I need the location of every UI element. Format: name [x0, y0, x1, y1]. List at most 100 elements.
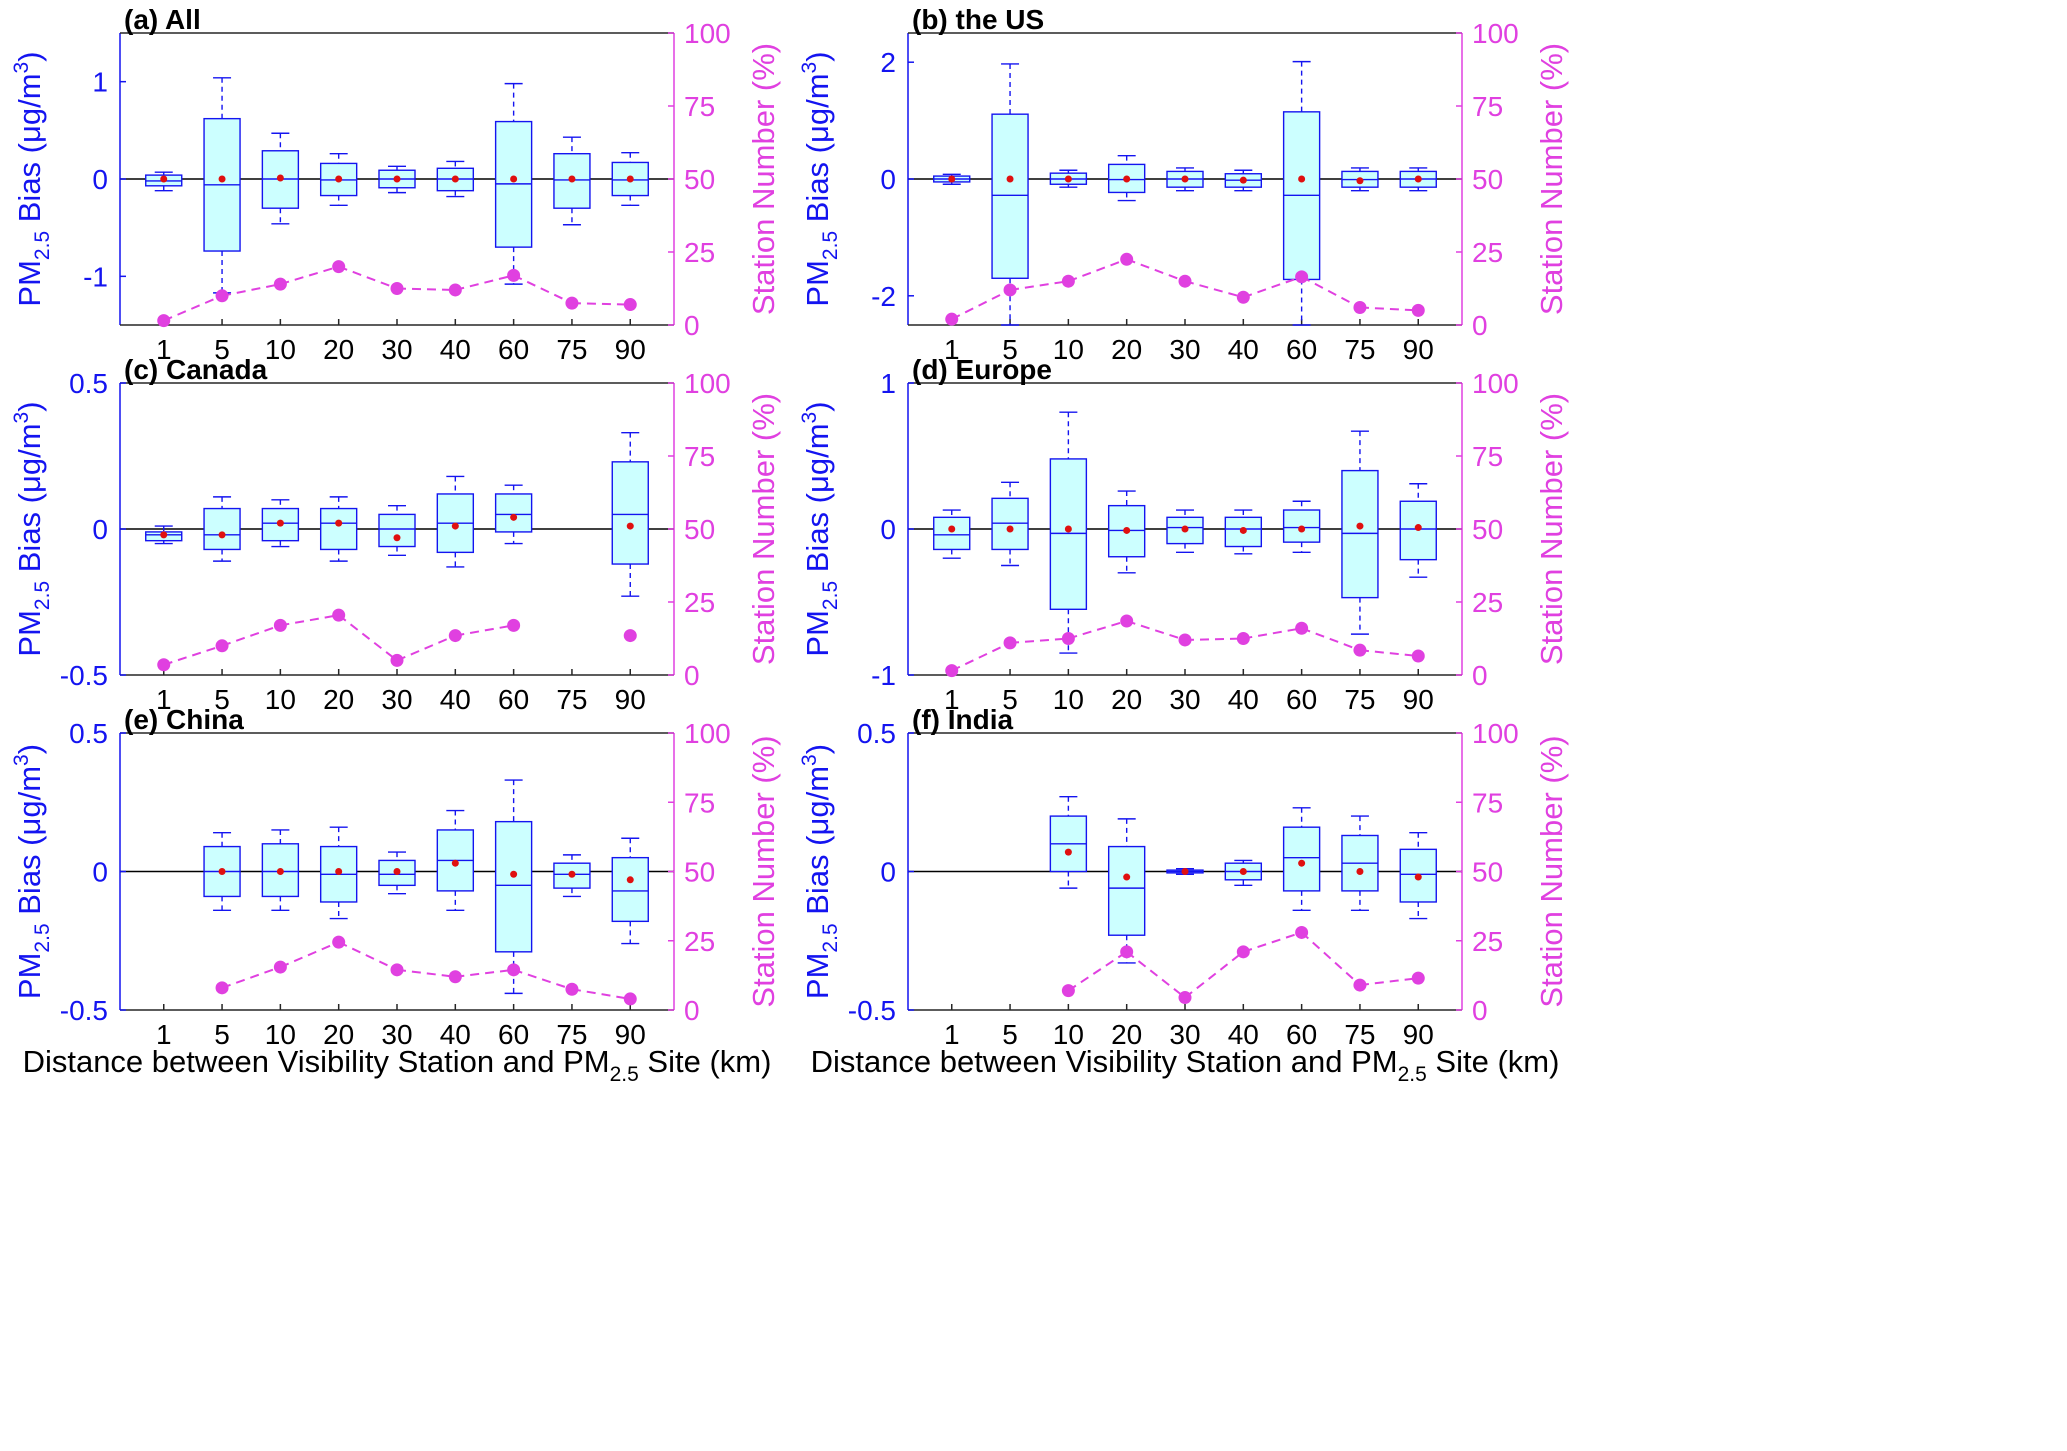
x-tick-label: 20 [323, 334, 354, 365]
box-iqr [203, 507, 241, 551]
box-iqr [319, 507, 358, 551]
station-point [1353, 643, 1367, 657]
box-60 [1282, 500, 1321, 554]
x-tick-label: 10 [1053, 334, 1084, 365]
label-part: 2.5 [819, 923, 842, 952]
x-tick-label: 5 [214, 684, 230, 715]
x-tick-label: 30 [1169, 334, 1200, 365]
label-part: ) [12, 51, 47, 61]
station-point [623, 992, 637, 1006]
right-tick-label: 25 [1472, 237, 1503, 268]
box-iqr [494, 493, 533, 533]
mean-dot [1006, 525, 1014, 533]
x-tick-label: 30 [381, 1019, 412, 1050]
right-y-label: Station Number (%) [1534, 43, 1569, 315]
mean-dot [1181, 525, 1189, 533]
box-40 [1224, 859, 1263, 887]
station-point [1120, 945, 1134, 959]
box-iqr [1107, 845, 1146, 936]
mean-dot [1239, 526, 1247, 534]
mean-dot [1356, 868, 1364, 875]
right-tick-label: 100 [1472, 18, 1519, 49]
x-tick-label: 90 [615, 334, 646, 365]
label-part: ) [800, 401, 835, 411]
station-line-segment [1359, 977, 1419, 987]
right-tick-label: 25 [684, 926, 715, 957]
station-line-segment [513, 274, 573, 305]
label-part: PM [800, 610, 835, 657]
box-5 [991, 63, 1029, 326]
x-tick-label: 60 [498, 684, 529, 715]
box-10 [1049, 796, 1088, 889]
x-tick-label: 60 [1286, 1019, 1317, 1050]
x-tick-label: 40 [440, 684, 471, 715]
mean-dot [1356, 177, 1364, 185]
mean-dot [510, 870, 518, 878]
x-tick-label: 5 [214, 334, 230, 365]
left-y-label: PM2.5 Bias (μg/m3) [798, 401, 842, 656]
station-line-segment [1243, 627, 1302, 640]
box-10 [261, 499, 300, 548]
mean-dot [1298, 525, 1306, 533]
right-tick-label: 50 [1472, 164, 1503, 195]
station-line-segment [338, 941, 398, 971]
station-point [1236, 632, 1250, 645]
mean-dot [276, 519, 284, 527]
x-tick-label: 30 [1169, 684, 1200, 715]
box-10 [1049, 411, 1088, 654]
station-point [1236, 290, 1250, 304]
station-point [273, 960, 287, 974]
label-part: Site (km) [1427, 1044, 1560, 1079]
box-75 [1341, 815, 1379, 911]
left-tick-label: 0 [880, 514, 896, 545]
mean-dot [218, 175, 226, 183]
mean-dot [568, 870, 576, 878]
mean-dot [276, 868, 284, 875]
mean-dot [510, 175, 518, 183]
station-point [1295, 925, 1309, 939]
left-tick-label: 0.5 [69, 368, 108, 399]
label-part: 2.5 [31, 923, 54, 952]
x-tick-label: 60 [1286, 684, 1317, 715]
station-line-segment [1009, 637, 1069, 644]
label-part: 3 [798, 62, 821, 74]
box-iqr [611, 461, 649, 565]
x-tick-label: 75 [556, 1019, 587, 1050]
station-point [1061, 984, 1075, 998]
station-point [1295, 621, 1309, 635]
left-tick-label: 1 [880, 368, 896, 399]
right-tick-label: 50 [684, 857, 715, 888]
label-part: 3 [10, 754, 33, 766]
station-line-segment [338, 614, 398, 662]
mean-dot [1181, 868, 1189, 875]
x-tick-label: 40 [1228, 684, 1259, 715]
label-part: Distance between Visibility Station and … [23, 1044, 610, 1079]
station-number-series [945, 614, 1425, 678]
mean-dot [1414, 873, 1422, 881]
x-tick-label: 75 [556, 684, 587, 715]
box-90 [1399, 483, 1437, 578]
mean-dot [948, 525, 956, 533]
mean-dot [1006, 175, 1014, 183]
station-point [1178, 991, 1192, 1005]
station-number-series [945, 252, 1425, 326]
x-tick-label: 5 [1002, 684, 1018, 715]
mean-dot [510, 513, 518, 521]
station-line-segment [280, 265, 339, 286]
x-tick-label: 60 [498, 1019, 529, 1050]
x-tick-label: 40 [440, 334, 471, 365]
left-tick-label: -1 [83, 261, 108, 292]
station-line-segment [1184, 951, 1244, 999]
panel-title: (b) the US [912, 4, 1044, 35]
mean-dot [451, 859, 459, 867]
chart-panel-3: -0.5 0 0.5 0 25 50 75 100 1 5 10 20 30 40 60 75 90 (c) Ca… [10, 354, 781, 715]
station-point [1411, 649, 1425, 663]
mean-dot [1414, 175, 1422, 183]
station-number-series [157, 608, 637, 672]
station-point [448, 629, 462, 643]
left-tick-label: 0.5 [69, 718, 108, 749]
box-30 [1166, 167, 1204, 192]
station-point [507, 963, 521, 977]
